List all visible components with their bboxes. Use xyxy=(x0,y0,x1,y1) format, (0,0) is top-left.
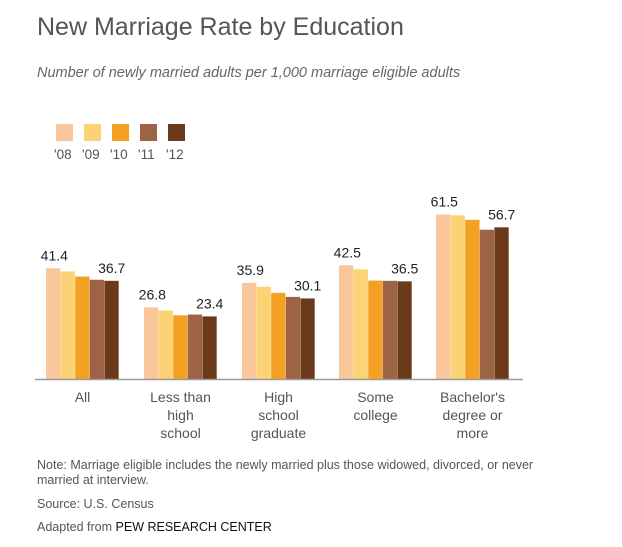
bar xyxy=(144,307,159,379)
legend-label: '09 xyxy=(82,147,100,162)
data-label: 56.7 xyxy=(488,206,515,222)
data-label: 42.5 xyxy=(334,244,361,260)
attribution-brand: PEW RESEARCH CENTER xyxy=(115,520,272,534)
bar xyxy=(173,315,188,379)
bar xyxy=(436,214,451,379)
data-label: 36.7 xyxy=(98,260,125,276)
category-label: All xyxy=(75,389,91,405)
bar xyxy=(479,229,495,379)
data-label: 41.4 xyxy=(41,247,68,263)
bar xyxy=(494,227,509,379)
data-label: 35.9 xyxy=(237,262,264,278)
bar xyxy=(242,282,257,379)
data-label: 26.8 xyxy=(139,286,166,302)
data-label: 23.4 xyxy=(196,295,223,311)
chart-title: New Marriage Rate by Education xyxy=(37,13,404,41)
chart-subtitle: Number of newly married adults per 1,000… xyxy=(37,65,461,81)
bar xyxy=(256,286,271,379)
data-label: 36.5 xyxy=(391,260,418,276)
bar xyxy=(353,269,368,379)
legend-label: '10 xyxy=(110,147,128,162)
legend-swatch xyxy=(56,124,73,141)
category-label: high xyxy=(167,407,193,423)
legend-label: '11 xyxy=(138,147,155,162)
bar xyxy=(450,215,465,379)
legend-swatch xyxy=(140,124,157,141)
bar xyxy=(158,310,173,379)
category-label: Less than xyxy=(150,389,211,405)
legend-label: '12 xyxy=(166,147,184,162)
category-label: Some xyxy=(357,389,394,405)
category-label: school xyxy=(258,407,298,423)
legend-swatch xyxy=(84,124,101,141)
attribution-prefix: Adapted from xyxy=(37,520,116,534)
category-label: school xyxy=(160,425,200,441)
bar xyxy=(285,296,301,379)
chart-note: Note: Marriage eligible includes the new… xyxy=(37,458,534,487)
legend-swatch xyxy=(168,124,185,141)
bar xyxy=(202,316,217,379)
bar xyxy=(104,280,119,379)
bar xyxy=(397,281,412,379)
category-label: degree or xyxy=(443,407,503,423)
data-label: 30.1 xyxy=(294,277,321,293)
chart-attribution: Adapted from PEW RESEARCH CENTER xyxy=(37,520,557,535)
bar xyxy=(368,280,383,379)
data-label: 61.5 xyxy=(431,193,458,209)
category-label: Bachelor's xyxy=(440,389,505,405)
bar xyxy=(300,298,315,379)
category-label: graduate xyxy=(251,425,306,441)
legend-swatch xyxy=(112,124,129,141)
category-label: more xyxy=(457,425,489,441)
bar xyxy=(75,276,90,379)
bar xyxy=(187,314,203,379)
bar xyxy=(60,271,75,379)
bar xyxy=(465,219,480,379)
category-label: college xyxy=(353,407,398,423)
chart-source: Source: U.S. Census xyxy=(37,497,154,511)
legend-label: '08 xyxy=(54,147,72,162)
bar xyxy=(89,279,105,379)
category-label: High xyxy=(264,389,293,405)
bar xyxy=(382,280,398,379)
bar xyxy=(339,265,354,379)
bar xyxy=(271,292,286,379)
bar xyxy=(46,268,61,379)
